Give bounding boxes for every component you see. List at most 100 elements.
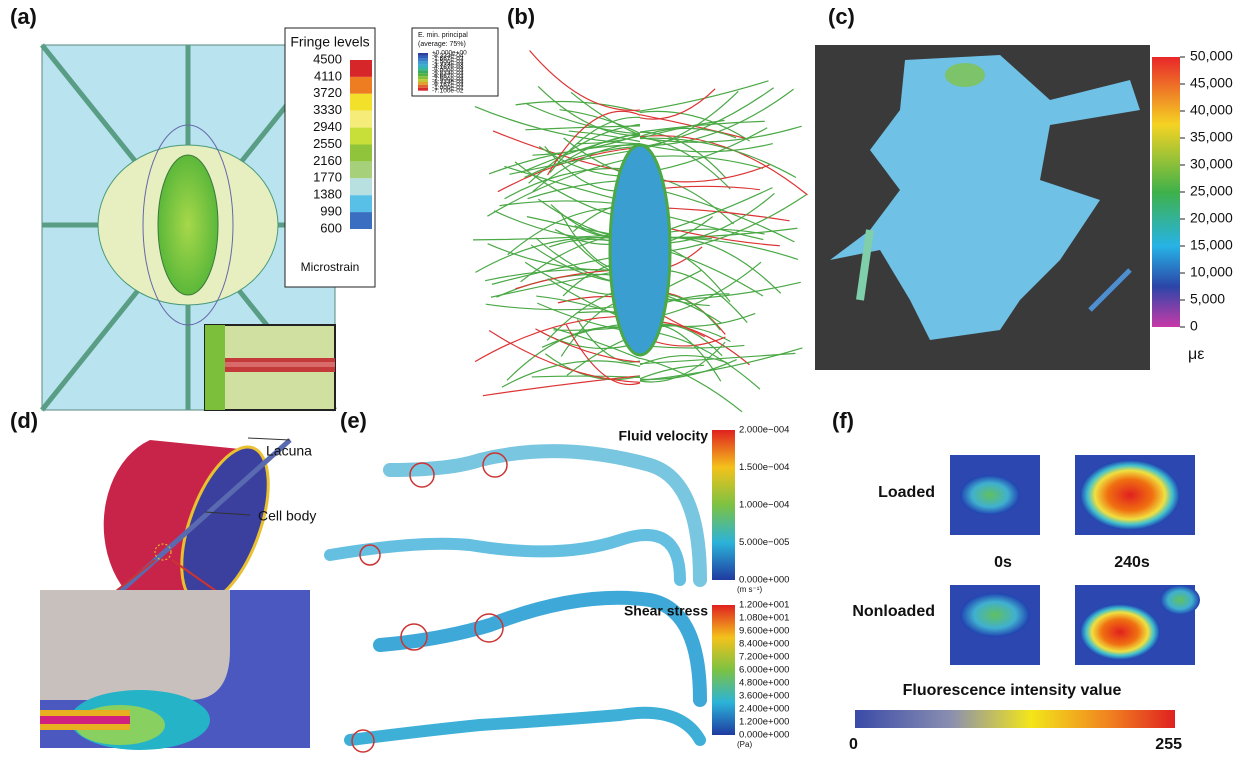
legend-swatch: [418, 79, 428, 82]
legend-swatch: [418, 68, 428, 71]
legend-level: 4500: [313, 51, 342, 66]
bar-unit: (Pa): [737, 740, 752, 749]
legend-swatch: [418, 62, 428, 65]
legend-level: 2940: [313, 119, 342, 134]
bar-title: Fluid velocity: [619, 428, 709, 444]
bar-label: 7.200e+000: [739, 652, 789, 663]
bar-label: 3.600e+000: [739, 691, 789, 702]
legend-level: 2550: [313, 136, 342, 151]
legend-swatch: [418, 65, 428, 68]
bar-label: 6.000e+000: [739, 665, 789, 676]
legend-swatch: [350, 128, 372, 145]
panel-label: (c): [828, 4, 855, 29]
bar-label: 2.000e−004: [739, 425, 789, 436]
legend-swatch: [418, 88, 428, 91]
bar-label: 40,000: [1190, 102, 1233, 118]
panel-c-image: [815, 45, 1150, 370]
legend-title: E. min. principal: [418, 32, 468, 39]
time-label: 240s: [1114, 554, 1150, 571]
annotation: Lacuna: [266, 443, 312, 459]
legend-level: 3720: [313, 85, 342, 100]
bar-label: 0: [849, 736, 858, 753]
bar-label: 5,000: [1190, 291, 1225, 307]
bar-label: 9.600e+000: [739, 626, 789, 637]
legend-level: 1380: [313, 187, 342, 202]
bar-label: 4.800e+000: [739, 678, 789, 689]
legend-swatch: [350, 195, 372, 212]
bar-label: 50,000: [1190, 48, 1233, 64]
bar-label: 1.080e+001: [739, 613, 789, 624]
legend-level: -7.100e-02: [432, 87, 464, 94]
color-bar: [712, 430, 735, 580]
panel-label: (a): [10, 4, 37, 29]
bar-label: 30,000: [1190, 156, 1233, 172]
process: [507, 327, 640, 380]
panel-f-image: [950, 455, 1200, 665]
legend-title: Fringe levels: [290, 34, 369, 50]
panel-label: (f): [832, 408, 854, 433]
legend-swatch: [418, 73, 428, 76]
process: [640, 353, 795, 363]
legend-swatch: [418, 56, 428, 59]
legend-swatch: [350, 212, 372, 229]
bar-title: Fluorescence intensity value: [903, 682, 1122, 699]
legend-swatch: [418, 85, 428, 88]
legend-swatch: [350, 111, 372, 128]
bar-label: 1.200e+001: [739, 600, 789, 611]
process: [640, 121, 765, 132]
process: [475, 316, 640, 362]
color-bar: [712, 605, 735, 735]
legend-swatch: [418, 70, 428, 73]
cell-body: [610, 145, 670, 355]
legend-level: 2160: [313, 153, 342, 168]
legend-level: 4110: [314, 68, 342, 83]
legend-swatch: [350, 77, 372, 94]
bar-label: 0: [1190, 318, 1198, 334]
bar-label: 35,000: [1190, 129, 1233, 145]
panel-label: (d): [10, 408, 38, 433]
legend-swatch: [418, 76, 428, 79]
bar-label: 0.000e+000: [739, 730, 789, 741]
time-label: 0s: [994, 554, 1012, 571]
legend-swatch: [350, 145, 372, 162]
process: [640, 348, 802, 381]
bar-label: 25,000: [1190, 183, 1233, 199]
bar-label: 20,000: [1190, 210, 1233, 226]
process: [640, 81, 768, 111]
legend-swatch: [350, 94, 372, 111]
annotation: Cell body: [258, 508, 316, 524]
bar-label: 1.500e−004: [739, 462, 789, 473]
bar-label: 15,000: [1190, 237, 1233, 253]
legend-level: 600: [320, 220, 342, 235]
legend-subtitle: (average: 75%): [418, 41, 466, 48]
bar-label: 8.400e+000: [739, 639, 789, 650]
bar-label: 255: [1155, 736, 1182, 753]
panel-label: (b): [507, 4, 535, 29]
bar-title: Shear stress: [624, 603, 708, 619]
bar-label: 1.200e+000: [739, 717, 789, 728]
legend-swatch: [418, 59, 428, 62]
legend-swatch: [350, 60, 372, 77]
legend-level: 3330: [313, 102, 342, 117]
legend-swatch: [418, 53, 428, 56]
bar-label: 0.000e+000: [739, 575, 789, 586]
panel-e-image: [330, 451, 700, 752]
bar-label: 2.400e+000: [739, 704, 789, 715]
legend-level: 1770: [313, 170, 342, 185]
bar-label: 1.000e−004: [739, 500, 789, 511]
legend-level: 990: [320, 204, 342, 219]
legend-unit: Microstrain: [301, 260, 360, 274]
panel-label: (e): [340, 408, 367, 433]
process: [640, 89, 794, 146]
legend-swatch: [350, 178, 372, 195]
figure: (a) (b) (c) (d) (e) (f) Fringe levels4500 4110 3…: [0, 0, 1255, 778]
row-label: Nonloaded: [852, 603, 935, 620]
color-bar: [1152, 57, 1180, 327]
color-bar: [855, 710, 1175, 728]
panel-d-image: [40, 436, 310, 750]
bar-unit: (m s⁻¹): [737, 585, 762, 594]
legend-swatch: [350, 161, 372, 178]
legend-swatch: [418, 82, 428, 85]
process: [483, 376, 640, 396]
bar-label: 5.000e−005: [739, 537, 789, 548]
